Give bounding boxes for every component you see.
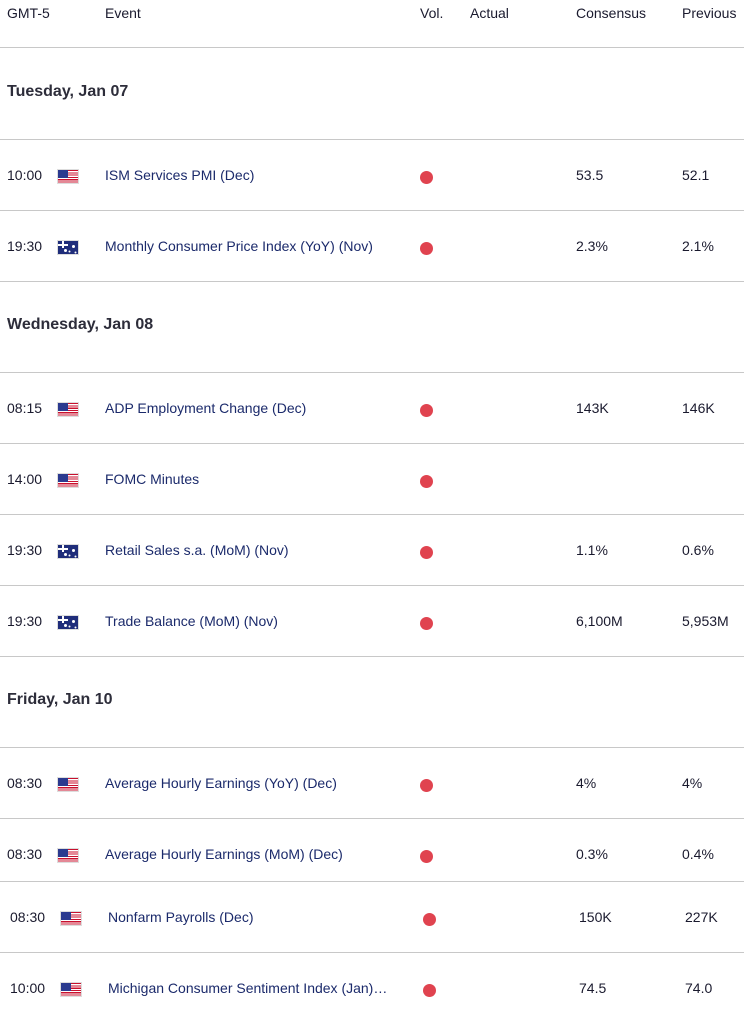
table-row[interactable]: 08:30 Nonfarm Payrolls (Dec) 150K 227K bbox=[0, 882, 744, 953]
previous-value: 227K bbox=[685, 909, 718, 925]
table-row[interactable]: 14:00 FOMC Minutes bbox=[0, 444, 744, 515]
table-row[interactable]: 10:00 Michigan Consumer Sentiment Index … bbox=[0, 953, 744, 1012]
event-time: 08:15 bbox=[7, 400, 43, 416]
consensus-value: 0.3% bbox=[576, 846, 608, 862]
consensus-value: 53.5 bbox=[576, 167, 604, 183]
consensus-value: 143K bbox=[576, 400, 609, 416]
table-row[interactable]: 19:30 Monthly Consumer Price Index (YoY)… bbox=[0, 211, 744, 282]
table-row[interactable]: 10:00 ISM Services PMI (Dec) 53.5 52.1 bbox=[0, 140, 744, 211]
day-label: Tuesday, Jan 07 bbox=[7, 83, 129, 100]
day-label: Friday, Jan 10 bbox=[7, 691, 113, 708]
volatility-dot-icon bbox=[420, 850, 433, 863]
previous-value: 146K bbox=[682, 400, 715, 416]
event-time: 19:30 bbox=[7, 613, 43, 629]
consensus-value: 2.3% bbox=[576, 238, 608, 254]
event-name-link[interactable]: FOMC Minutes bbox=[105, 471, 200, 487]
us-flag-icon bbox=[57, 169, 79, 184]
day-header: Wednesday, Jan 08 bbox=[0, 282, 744, 373]
consensus-value: 1.1% bbox=[576, 542, 608, 558]
event-name-link[interactable]: Michigan Consumer Sentiment Index (Jan)… bbox=[108, 980, 388, 996]
volatility-dot-icon bbox=[420, 617, 433, 630]
vol-column-header: Vol. bbox=[420, 5, 444, 21]
event-name-link[interactable]: Average Hourly Earnings (YoY) (Dec) bbox=[105, 775, 337, 791]
previous-value: 4% bbox=[682, 775, 703, 791]
volatility-dot-icon bbox=[420, 404, 433, 417]
consensus-column-header: Consensus bbox=[576, 5, 647, 21]
previous-value: 0.4% bbox=[682, 846, 714, 862]
event-name-link[interactable]: ISM Services PMI (Dec) bbox=[105, 167, 255, 183]
volatility-dot-icon bbox=[423, 984, 436, 997]
au-flag-icon bbox=[57, 240, 79, 255]
table-header: GMT-5 Event Vol. Actual Consensus Previo… bbox=[0, 0, 744, 48]
previous-value: 74.0 bbox=[685, 980, 713, 996]
event-name-link[interactable]: ADP Employment Change (Dec) bbox=[105, 400, 307, 416]
us-flag-icon bbox=[57, 473, 79, 488]
us-flag-icon bbox=[57, 848, 79, 863]
previous-value: 2.1% bbox=[682, 238, 714, 254]
event-time: 10:00 bbox=[7, 167, 43, 183]
event-name-link[interactable]: Retail Sales s.a. (MoM) (Nov) bbox=[105, 542, 289, 558]
previous-value: 52.1 bbox=[682, 167, 710, 183]
previous-value: 5,953M bbox=[682, 613, 729, 629]
event-name-link[interactable]: Monthly Consumer Price Index (YoY) (Nov) bbox=[105, 238, 373, 254]
us-flag-icon bbox=[57, 777, 79, 792]
day-header: Tuesday, Jan 07 bbox=[0, 49, 744, 140]
table-row[interactable]: 08:30 Average Hourly Earnings (MoM) (Dec… bbox=[0, 819, 744, 882]
event-time: 10:00 bbox=[10, 980, 46, 996]
consensus-value: 6,100M bbox=[576, 613, 623, 629]
previous-value: 0.6% bbox=[682, 542, 714, 558]
day-label: Wednesday, Jan 08 bbox=[7, 316, 154, 333]
event-time: 08:30 bbox=[7, 775, 43, 791]
event-time: 14:00 bbox=[7, 471, 43, 487]
event-name-link[interactable]: Average Hourly Earnings (MoM) (Dec) bbox=[105, 846, 343, 862]
us-flag-icon bbox=[60, 911, 82, 926]
event-time: 08:30 bbox=[10, 909, 46, 925]
consensus-value: 150K bbox=[579, 909, 612, 925]
au-flag-icon bbox=[57, 544, 79, 559]
volatility-dot-icon bbox=[420, 475, 433, 488]
volatility-dot-icon bbox=[420, 171, 433, 184]
timezone-header[interactable]: GMT-5 bbox=[7, 5, 50, 21]
event-name-link[interactable]: Trade Balance (MoM) (Nov) bbox=[105, 613, 278, 629]
table-row[interactable]: 08:30 Average Hourly Earnings (YoY) (Dec… bbox=[0, 748, 744, 819]
volatility-dot-icon bbox=[420, 779, 433, 792]
event-name-link[interactable]: Nonfarm Payrolls (Dec) bbox=[108, 909, 254, 925]
au-flag-icon bbox=[57, 615, 79, 630]
table-row[interactable]: 08:15 ADP Employment Change (Dec) 143K 1… bbox=[0, 373, 744, 444]
table-row[interactable]: 19:30 Trade Balance (MoM) (Nov) 6,100M 5… bbox=[0, 586, 744, 657]
consensus-value: 74.5 bbox=[579, 980, 607, 996]
volatility-dot-icon bbox=[423, 913, 436, 926]
volatility-dot-icon bbox=[420, 242, 433, 255]
us-flag-icon bbox=[57, 402, 79, 417]
event-column-header: Event bbox=[105, 5, 141, 21]
consensus-value: 4% bbox=[576, 775, 597, 791]
table-row[interactable]: 19:30 Retail Sales s.a. (MoM) (Nov) 1.1%… bbox=[0, 515, 744, 586]
event-time: 08:30 bbox=[7, 846, 43, 862]
actual-column-header: Actual bbox=[470, 5, 509, 21]
volatility-dot-icon bbox=[420, 546, 433, 559]
event-time: 19:30 bbox=[7, 542, 43, 558]
us-flag-icon bbox=[60, 982, 82, 997]
event-time: 19:30 bbox=[7, 238, 43, 254]
day-header: Friday, Jan 10 bbox=[0, 657, 744, 748]
previous-column-header: Previous bbox=[682, 5, 737, 21]
